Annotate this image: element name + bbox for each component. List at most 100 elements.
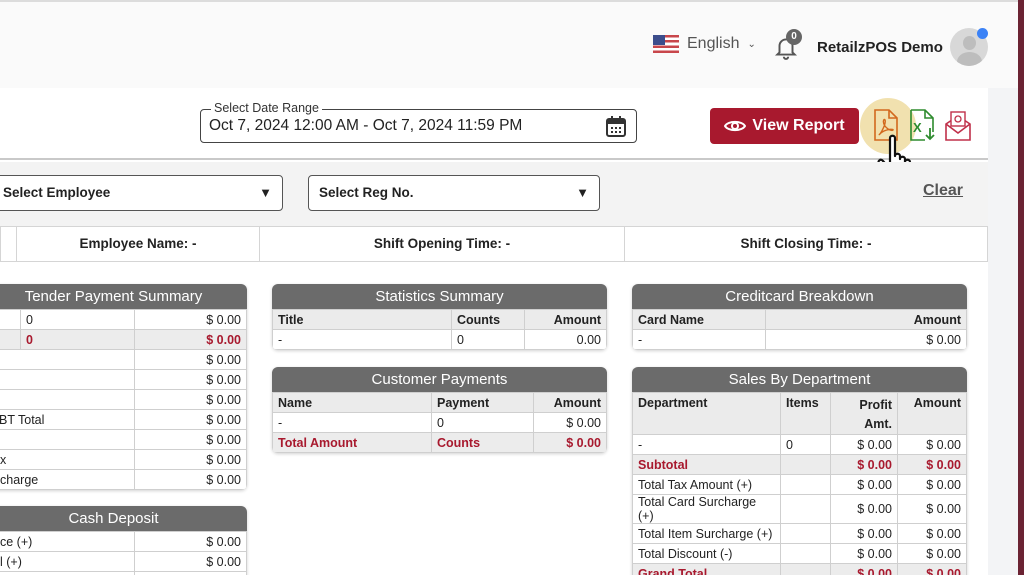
chevron-down-icon: ⌄ (747, 38, 756, 50)
table-cell (0, 429, 135, 450)
table-cell: Total Amount (272, 432, 432, 453)
table-cell (0, 329, 21, 350)
table-cell: $ 0.00 (134, 349, 247, 370)
table-cell: $ 0.00 (897, 434, 967, 455)
shift-info-bar: Employee Name: - Shift Opening Time: - S… (0, 226, 988, 262)
table-cell: Counts (431, 432, 534, 453)
creditcard-table: Card Name Amount - $ 0.00 (632, 309, 967, 350)
table-row: $ 0.00 (0, 349, 247, 370)
table-row: Total Item Surcharge (+) $ 0.00 $ 0.00 (632, 523, 967, 544)
filter-bar: Select Date Range Oct 7, 2024 12:00 AM -… (0, 88, 988, 186)
date-range-label: Select Date Range (211, 101, 322, 115)
table-row: Name Payment Amount (272, 392, 607, 413)
table-cell: 0 (451, 329, 525, 350)
clear-link[interactable]: Clear (923, 182, 964, 199)
table-row: 0 $ 0.00 (0, 309, 247, 330)
view-report-label: View Report (752, 117, 845, 134)
table-cell: Total Item Surcharge (+) (632, 523, 781, 544)
table-cell: - (632, 329, 766, 350)
table-cell: $ 0.00 (897, 523, 967, 544)
date-range-value: Oct 7, 2024 12:00 AM - Oct 7, 2024 11:59… (209, 117, 523, 134)
customer-payments-panel: Customer Payments Name Payment Amount -0 $ … (272, 367, 607, 453)
online-status-dot (977, 28, 988, 39)
table-row: 0 $ 0.00 (0, 329, 247, 350)
table-cell: BT Total (0, 409, 135, 430)
pdf-export-icon[interactable] (872, 108, 900, 142)
table-cell: 0 (20, 329, 135, 350)
table-cell: $ 0.00 (897, 474, 967, 495)
table-cell (0, 389, 135, 410)
table-cell: 0.00 (524, 329, 607, 350)
cash-deposit-table: ce (+) $ 0.00 l (+) $ 0.00 (0, 531, 247, 575)
email-export-icon[interactable] (944, 108, 972, 142)
excel-export-icon[interactable]: X (908, 108, 936, 142)
table-cell: Total Tax Amount (+) (632, 474, 781, 495)
table-cell: Total Card Surcharge (+) (632, 494, 781, 524)
table-cell: $ 0.00 (134, 329, 247, 350)
table-row: Title Counts Amount (272, 309, 607, 330)
table-cell (780, 494, 831, 524)
panel-title: Sales By Department (632, 367, 967, 392)
language-selector[interactable]: English ⌄ (653, 35, 756, 53)
language-label: English (687, 35, 740, 52)
table-cell: $ 0.00 (134, 429, 247, 450)
table-cell: Total Discount (-) (632, 543, 781, 564)
date-range-field[interactable]: Select Date Range Oct 7, 2024 12:00 AM -… (200, 101, 637, 143)
table-cell: $ 0.00 (830, 543, 898, 564)
total-row: Total Amount Counts $ 0.00 (272, 432, 607, 453)
panel-title: Creditcard Breakdown (632, 284, 967, 309)
table-cell: $ 0.00 (830, 494, 898, 524)
table-cell: Subtotal (632, 454, 781, 475)
table-cell: $ 0.00 (134, 309, 247, 330)
window-edge (1018, 0, 1024, 575)
table-cell: $ 0.00 (134, 409, 247, 430)
table-row: BT Total $ 0.00 (0, 409, 247, 430)
table-cell: $ 0.00 (830, 523, 898, 544)
reg-no-select[interactable]: Select Reg No. ▼ (308, 175, 600, 211)
tender-table: 0 $ 0.00 0 $ 0.00 $ 0.00 $ 0.00 $ 0.00 BT … (0, 309, 247, 490)
view-report-button[interactable]: View Report (710, 108, 859, 144)
column-header: Amount (524, 309, 607, 330)
table-row: Total Tax Amount (+) $ 0.00 $ 0.00 (632, 474, 967, 495)
table-cell: $ 0.00 (533, 412, 607, 433)
table-cell: $ 0.00 (897, 454, 967, 475)
us-flag-icon (653, 35, 679, 53)
table-cell: Grand Total (632, 563, 781, 575)
table-cell: 0 (20, 309, 135, 330)
table-cell: $ 0.00 (134, 449, 247, 470)
panel-title: Cash Deposit (0, 506, 247, 531)
table-row: -0 0.00 (272, 329, 607, 350)
table-cell (0, 571, 135, 575)
creditcard-breakdown-panel: Creditcard Breakdown Card Name Amount - $ … (632, 284, 967, 350)
svg-text:X: X (913, 120, 922, 135)
column-header: Name (272, 392, 432, 413)
table-cell: $ 0.00 (830, 454, 898, 475)
table-cell (134, 571, 247, 575)
sales-by-department-panel: Sales By Department Department Items Profi… (632, 367, 967, 575)
report-card: Select Date Range Oct 7, 2024 12:00 AM -… (0, 88, 988, 575)
column-header: Amount (897, 392, 967, 435)
username[interactable]: RetailzPOS Demo (817, 39, 943, 56)
calendar-icon[interactable] (606, 116, 626, 137)
table-cell: ce (+) (0, 531, 135, 552)
table-cell: - (272, 329, 452, 350)
shift-opening-time: Shift Opening Time: - (260, 227, 625, 261)
table-row: Card Name Amount (632, 309, 967, 330)
table-cell: $ 0.00 (134, 369, 247, 390)
table-row: -0 $ 0.00 (272, 412, 607, 433)
table-cell: $ 0.00 (533, 432, 607, 453)
column-header: Amount (533, 392, 607, 413)
customer-payments-table: Name Payment Amount -0 $ 0.00 Total Amount C… (272, 392, 607, 453)
employee-select[interactable]: Select Employee ▼ (0, 175, 283, 211)
table-cell: $ 0.00 (134, 551, 247, 572)
table-row: Total Card Surcharge (+) $ 0.00 $ 0.00 (632, 494, 967, 524)
top-header: English ⌄ 0 RetailzPOS Demo (0, 0, 1018, 88)
table-cell: $ 0.00 (897, 494, 967, 524)
column-header: Title (272, 309, 452, 330)
table-row: Department Items Profit Amt. Amount (632, 392, 967, 435)
table-row: x $ 0.00 (0, 449, 247, 470)
table-cell (780, 543, 831, 564)
table-cell: $ 0.00 (134, 469, 247, 490)
table-cell (780, 563, 831, 575)
